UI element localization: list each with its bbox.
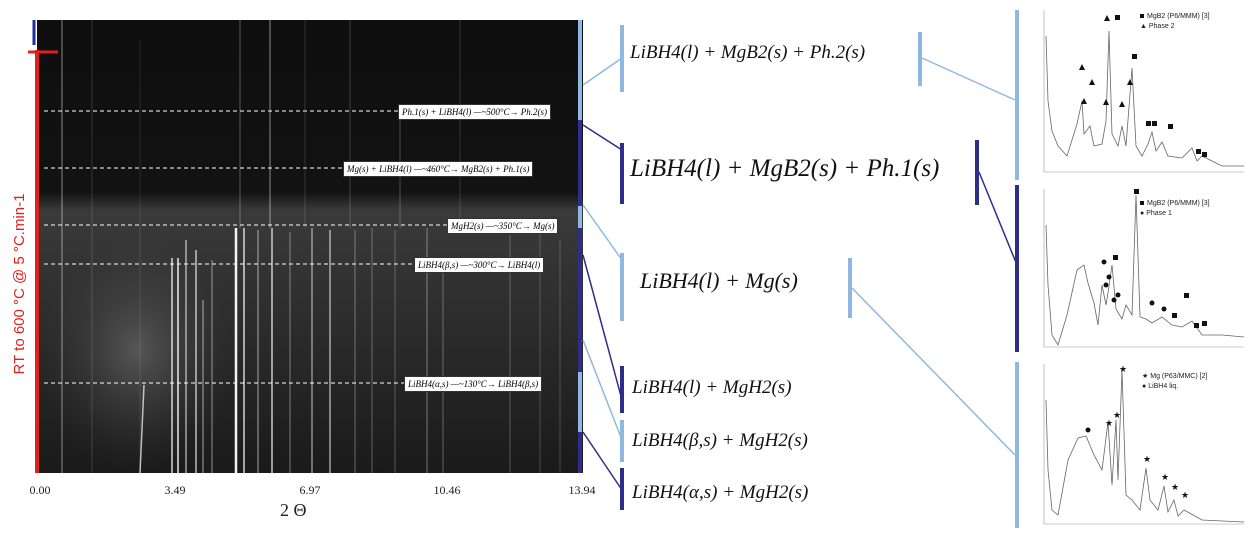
phase-label: LiBH4(α,s) + MgH2(s) xyxy=(632,482,809,503)
xrd-inset-plot xyxy=(1043,189,1245,348)
inset-legend: MgB2 (P6/MMM) [3] ▲ Phase 2 xyxy=(1140,12,1210,32)
legend-entry: MgB2 (P6/MMM) [3] xyxy=(1147,13,1210,20)
x-axis-label: 2 Θ xyxy=(280,500,307,520)
svg-text:★: ★ xyxy=(1171,483,1179,493)
circle-icon: ● xyxy=(1140,210,1147,217)
xrd-inset-phase1: MgB2 (P6/MMM) [3] ● Phase 1 xyxy=(1022,185,1248,355)
xrd-inset-liquid: ★ ★ ★ ★ ★ ★ ★ ★ Mg (P63/MMC) [2] ● LiBH4 liq. xyxy=(1022,360,1248,530)
svg-text:★: ★ xyxy=(1161,473,1169,483)
reaction-label: Mg(s) + LiBH4(l) —~460°C→ MgB2(s) + Ph.1… xyxy=(343,161,534,177)
x-tick: 0.00 xyxy=(29,483,51,497)
x-tick: 10.46 xyxy=(433,483,461,497)
legend-entry: Phase 1 xyxy=(1146,210,1172,217)
svg-text:★: ★ xyxy=(1113,411,1121,421)
inset-legend: ★ Mg (P63/MMC) [2] ● LiBH4 liq. xyxy=(1142,372,1207,392)
legend-entry: Mg (P63/MMC) [2] xyxy=(1150,373,1208,380)
inset-legend: MgB2 (P6/MMM) [3] ● Phase 1 xyxy=(1140,199,1210,219)
reaction-label: Ph.1(s) + LiBH4(l) —~500°C→ Ph.2(s) xyxy=(398,104,552,120)
reaction-label: MgH2(s) —~350°C→ Mg(s) xyxy=(447,218,559,234)
x-tick: 13.94 xyxy=(568,483,596,497)
xrd-inset-plot: ★★★ ★★★★ xyxy=(1043,364,1245,525)
diffraction-streaks xyxy=(61,20,561,474)
svg-text:★: ★ xyxy=(1181,491,1189,501)
svg-text:★: ★ xyxy=(1143,455,1151,465)
legend-entry: Phase 2 xyxy=(1148,23,1175,30)
diffraction-streak xyxy=(139,384,145,474)
phase-label: LiBH4(l) + MgH2(s) xyxy=(632,377,792,398)
svg-text:★: ★ xyxy=(1119,365,1127,375)
legend-entry: LiBH4 liq. xyxy=(1148,383,1179,390)
reaction-label: LiBH4(α,s) —~130°C→ LiBH4(β,s) xyxy=(404,376,543,392)
phase-label: LiBH4(β,s) + MgH2(s) xyxy=(632,430,808,451)
x-tick: 3.49 xyxy=(164,483,186,497)
svg-text:★: ★ xyxy=(1105,419,1113,429)
triangle-icon: ▲ xyxy=(1140,23,1149,30)
xrd-inset-plot xyxy=(1043,10,1244,173)
phase-label: LiBH4(l) + MgB2(s) + Ph.2(s) xyxy=(630,42,866,63)
x-tick: 6.97 xyxy=(299,483,321,497)
star-icon: ★ xyxy=(1142,373,1151,380)
phase-label: LiBH4(l) + Mg(s) xyxy=(640,268,798,293)
legend-entry: MgB2 (P6/MMM) [3] xyxy=(1147,200,1210,207)
reaction-label: LiBH4(β,s) —~300°C→ LiBH4(l) xyxy=(414,257,545,273)
phase-label: LiBH4(l) + MgB2(s) + Ph.1(s) xyxy=(630,155,940,182)
circle-icon: ● xyxy=(1142,383,1149,390)
temperature-axis-label: RT to 600 °C @ 5 °C.min-1 xyxy=(11,193,28,375)
xrd-inset-phase2: MgB2 (P6/MMM) [3] ▲ Phase 2 xyxy=(1022,6,1248,182)
